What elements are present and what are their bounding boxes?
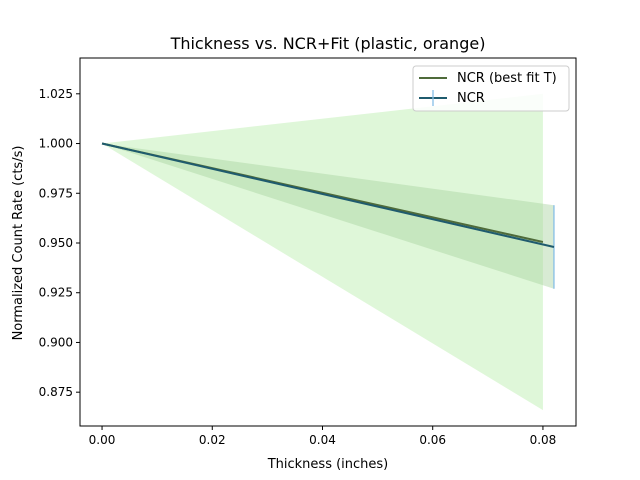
- y-tick-label: 1.025: [39, 87, 73, 101]
- y-tick-label: 0.875: [39, 385, 73, 399]
- y-tick-label: 0.900: [39, 335, 73, 349]
- confidence-band-1: [102, 93, 543, 411]
- y-tick-label: 0.950: [39, 236, 73, 250]
- legend[interactable]: NCR (best fit T) NCR: [412, 65, 570, 112]
- series-line-2: [101, 142, 555, 248]
- legend-label-2: NCR: [457, 91, 485, 106]
- y-tick-label: 0.975: [39, 186, 73, 200]
- x-tick-label: 0.04: [309, 433, 336, 447]
- x-tick-label: 0.02: [199, 433, 226, 447]
- x-axis-label: Thickness (inches): [267, 457, 389, 472]
- confidence-band-2: [102, 143, 554, 289]
- plot-area: [101, 93, 555, 411]
- y-axis-label: Normalized Count Rate (cts/s): [11, 146, 26, 341]
- x-tick-label: 0.06: [419, 433, 446, 447]
- axes: 0.00 0.02 0.04 0.06 0.08 0.875 0.900 0.925 0.950…: [39, 57, 577, 447]
- legend-box: [412, 65, 570, 112]
- y-tick-label: 0.925: [39, 286, 73, 300]
- y-tick-label: 1.000: [39, 137, 73, 151]
- axes-frame: [79, 57, 577, 427]
- x-tick-label: 0.08: [530, 433, 557, 447]
- x-tick-label: 0.00: [89, 433, 116, 447]
- legend-label-1: NCR (best fit T): [457, 71, 557, 86]
- chart-title: Thickness vs. NCR+Fit (plastic, orange): [170, 34, 486, 53]
